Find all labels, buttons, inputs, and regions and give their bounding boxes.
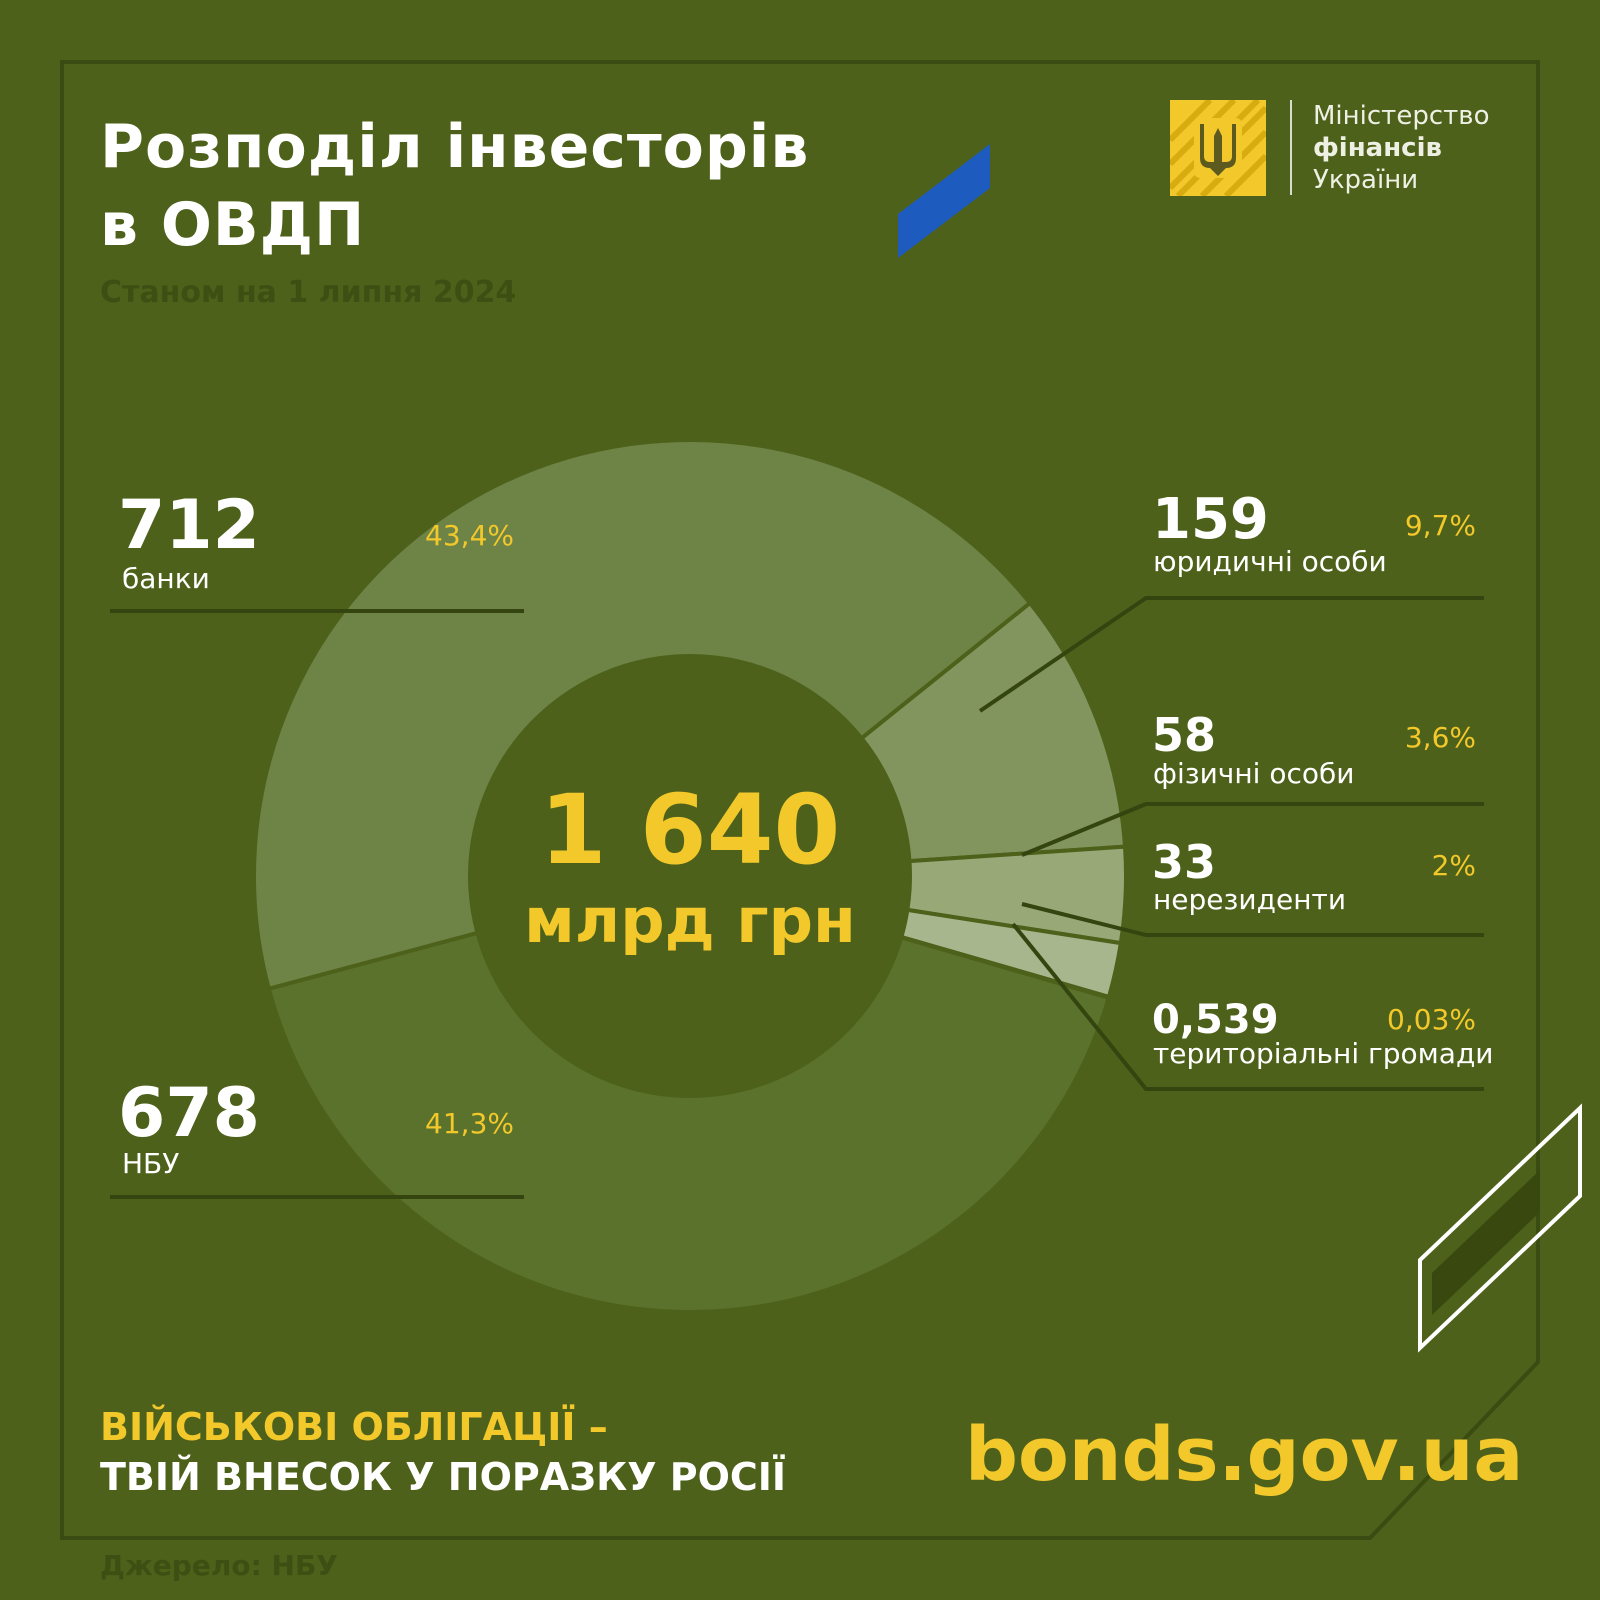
logo-line-1: Міністерство: [1313, 101, 1490, 131]
pct-fizychni: 3,6%: [1404, 721, 1476, 754]
value-yurydychni: 159: [1152, 487, 1269, 552]
date-subtitle: Станом на 1 липня 2024: [100, 275, 517, 310]
label-banky: банки: [122, 562, 210, 595]
label-nbu: НБУ: [122, 1147, 180, 1180]
donut-chart: [252, 438, 1128, 1314]
leader-lines: [110, 596, 1484, 1199]
value-banky: 712: [118, 486, 260, 565]
label-fizychni: фізичні особи: [1153, 757, 1355, 790]
donut-hole: [470, 656, 910, 1096]
label-nerezydenty: нерезиденти: [1153, 883, 1347, 916]
title-line-2: в ОВДП: [100, 190, 366, 260]
leader-line-nerezydenty: [1021, 902, 1484, 937]
frame-border: [60, 60, 1540, 1540]
page-title: Розподіл інвесторів в ОВДП: [100, 108, 809, 264]
leader-line-yurydychni: [978, 596, 1484, 713]
website-link[interactable]: bonds.gov.ua: [965, 1412, 1524, 1498]
value-hromady: 0,539: [1152, 997, 1279, 1043]
source-note: Джерело: НБУ: [100, 1549, 338, 1582]
label-yurydychni: юридичні особи: [1153, 545, 1387, 578]
trident-icon: [1170, 100, 1266, 196]
value-fizychni: 58: [1152, 708, 1217, 762]
title-line-1: Розподіл інвесторів: [100, 112, 810, 182]
pct-nerezydenty: 2%: [1431, 849, 1476, 882]
logo-line-3: України: [1313, 165, 1419, 195]
slogan-line-1: ВІЙСЬКОВІ ОБЛІГАЦІЇ –: [100, 1405, 608, 1449]
blue-stripe-decoration: [898, 144, 990, 258]
total-unit: млрд грн: [524, 884, 856, 957]
value-nerezydenty: 33: [1152, 835, 1217, 889]
value-nbu: 678: [118, 1074, 260, 1153]
dark-stripe-decoration: [1432, 1170, 1540, 1315]
white-outline-stripe-decoration: [1418, 1103, 1582, 1353]
pct-nbu: 41,3%: [425, 1107, 514, 1140]
total-value: 1 640: [539, 774, 841, 886]
logo-divider: [1290, 100, 1292, 195]
logo-line-2: фінансів: [1313, 133, 1442, 163]
slogan-line-2: ТВІЙ ВНЕСОК У ПОРАЗКУ РОСІЇ: [100, 1455, 787, 1499]
pct-banky: 43,4%: [425, 519, 514, 552]
leader-line-fizychni: [1021, 802, 1484, 857]
ministry-logo-text: Міністерство фінансів України: [1313, 100, 1490, 196]
pct-yurydychni: 9,7%: [1404, 509, 1476, 542]
leader-line-hromady: [1011, 922, 1484, 1091]
label-hromady: територіальні громади: [1153, 1037, 1494, 1070]
pct-hromady: 0,03%: [1387, 1003, 1476, 1036]
